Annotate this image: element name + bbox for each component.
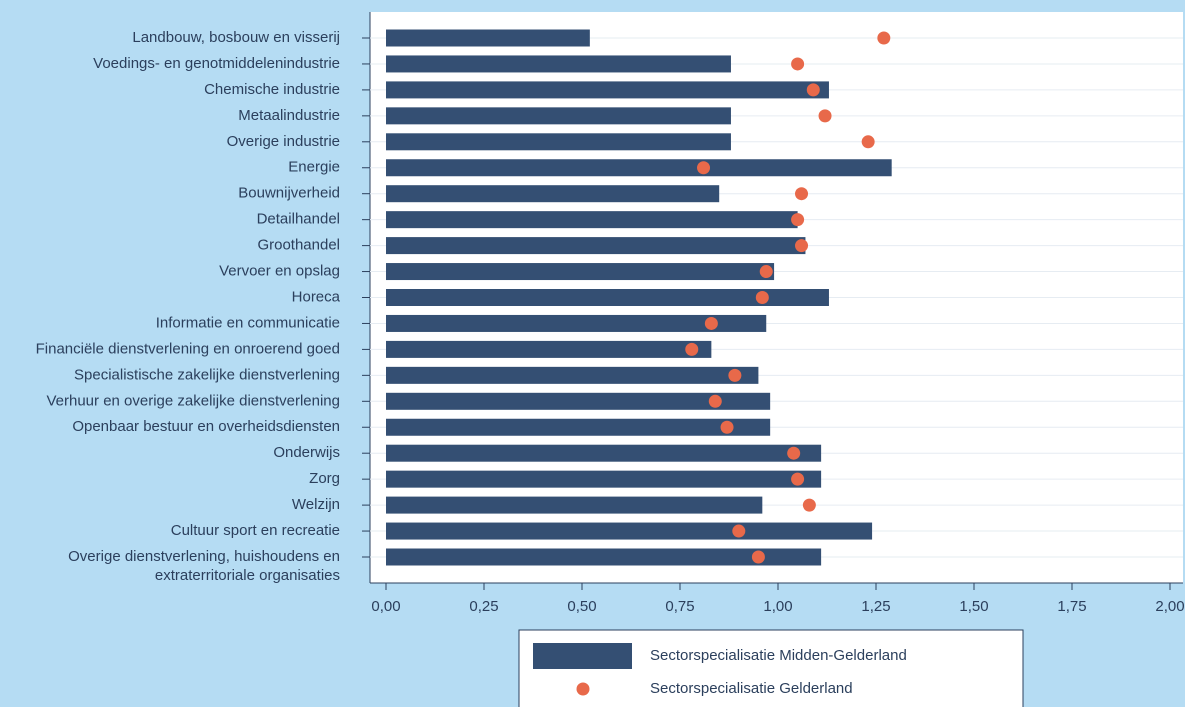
y-tick-label: Verhuur en overige zakelijke dienstverle… [46, 392, 340, 409]
y-tick-label: Welzijn [292, 496, 340, 513]
bar [386, 366, 759, 384]
y-tick-label: Vervoer en opslag [219, 263, 340, 280]
dot [728, 368, 742, 382]
legend-label: Sectorspecialisatie Midden-Gelderland [650, 647, 907, 664]
x-tick-label: 1,50 [959, 598, 988, 615]
dot [751, 550, 765, 564]
x-tick-label: 0,75 [665, 598, 694, 615]
x-tick-label: 1,25 [861, 598, 890, 615]
dot [791, 57, 805, 71]
bar [386, 496, 763, 514]
y-tick-label: Energie [288, 159, 340, 176]
x-tick-label: 0,50 [567, 598, 596, 615]
dot [759, 265, 773, 279]
bar [386, 314, 767, 332]
y-tick-label: Financiële dienstverlening en onroerend … [36, 340, 340, 357]
dot [755, 291, 769, 304]
x-tick-label: 2,00 [1155, 598, 1184, 615]
dot [806, 83, 820, 97]
dot [795, 187, 809, 201]
y-tick-label: Detailhandel [257, 211, 340, 228]
legend-label: Sectorspecialisatie Gelderland [650, 680, 853, 697]
y-tick-label: Openbaar bestuur en overheidsdiensten [72, 418, 340, 435]
dot [791, 472, 805, 486]
y-tick-label: Specialistische zakelijke dienstverlenin… [74, 366, 340, 383]
y-tick-label: Metaalindustrie [238, 107, 340, 124]
bar [386, 81, 829, 99]
dot [877, 31, 891, 45]
x-tick-label: 0,00 [371, 598, 400, 615]
dot [732, 524, 746, 538]
bar [386, 340, 712, 358]
y-tick-label: Groothandel [257, 237, 340, 254]
legend-swatch [533, 643, 632, 669]
dot [704, 316, 718, 330]
bar [386, 470, 822, 488]
bar [386, 107, 731, 125]
bar [386, 548, 822, 566]
dot [720, 420, 734, 434]
x-tick-label: 1,00 [763, 598, 792, 615]
dot [697, 161, 711, 175]
bar [386, 289, 829, 306]
bar [386, 522, 873, 540]
dot [861, 135, 875, 149]
bar [386, 55, 731, 73]
bar [386, 211, 798, 229]
y-tick-label: Cultuur sport en recreatie [171, 522, 340, 539]
y-tick-label: Landbouw, bosbouw en visserij [132, 29, 340, 46]
dot [795, 239, 809, 253]
y-tick-label: Bouwnijverheid [238, 185, 340, 202]
bar [386, 185, 720, 203]
y-tick-label: Zorg [309, 470, 340, 487]
y-tick-label: Overige dienstverlening, huishoudens en e… [68, 548, 340, 584]
y-tick-label: Overige industrie [227, 133, 340, 150]
x-tick-label: 0,25 [469, 598, 498, 615]
bar [386, 444, 822, 462]
bar [386, 263, 775, 281]
dot [685, 342, 699, 356]
bar [386, 237, 806, 255]
y-tick-label: Horeca [292, 288, 341, 305]
dot [787, 446, 801, 460]
bar [386, 418, 771, 436]
y-tick-label: Chemische industrie [204, 81, 340, 98]
x-tick-label: 1,75 [1057, 598, 1086, 615]
dot [818, 109, 832, 123]
dot [708, 394, 722, 408]
y-tick-label: Onderwijs [273, 444, 340, 461]
bar [386, 159, 892, 177]
bar [386, 392, 771, 410]
dot [791, 213, 805, 227]
dot [802, 498, 816, 512]
y-tick-label: Voedings- en genotmiddelenindustrie [93, 55, 340, 72]
bar [386, 29, 590, 47]
legend-swatch [576, 682, 590, 696]
bar [386, 133, 731, 151]
y-tick-label: Informatie en communicatie [156, 314, 340, 331]
